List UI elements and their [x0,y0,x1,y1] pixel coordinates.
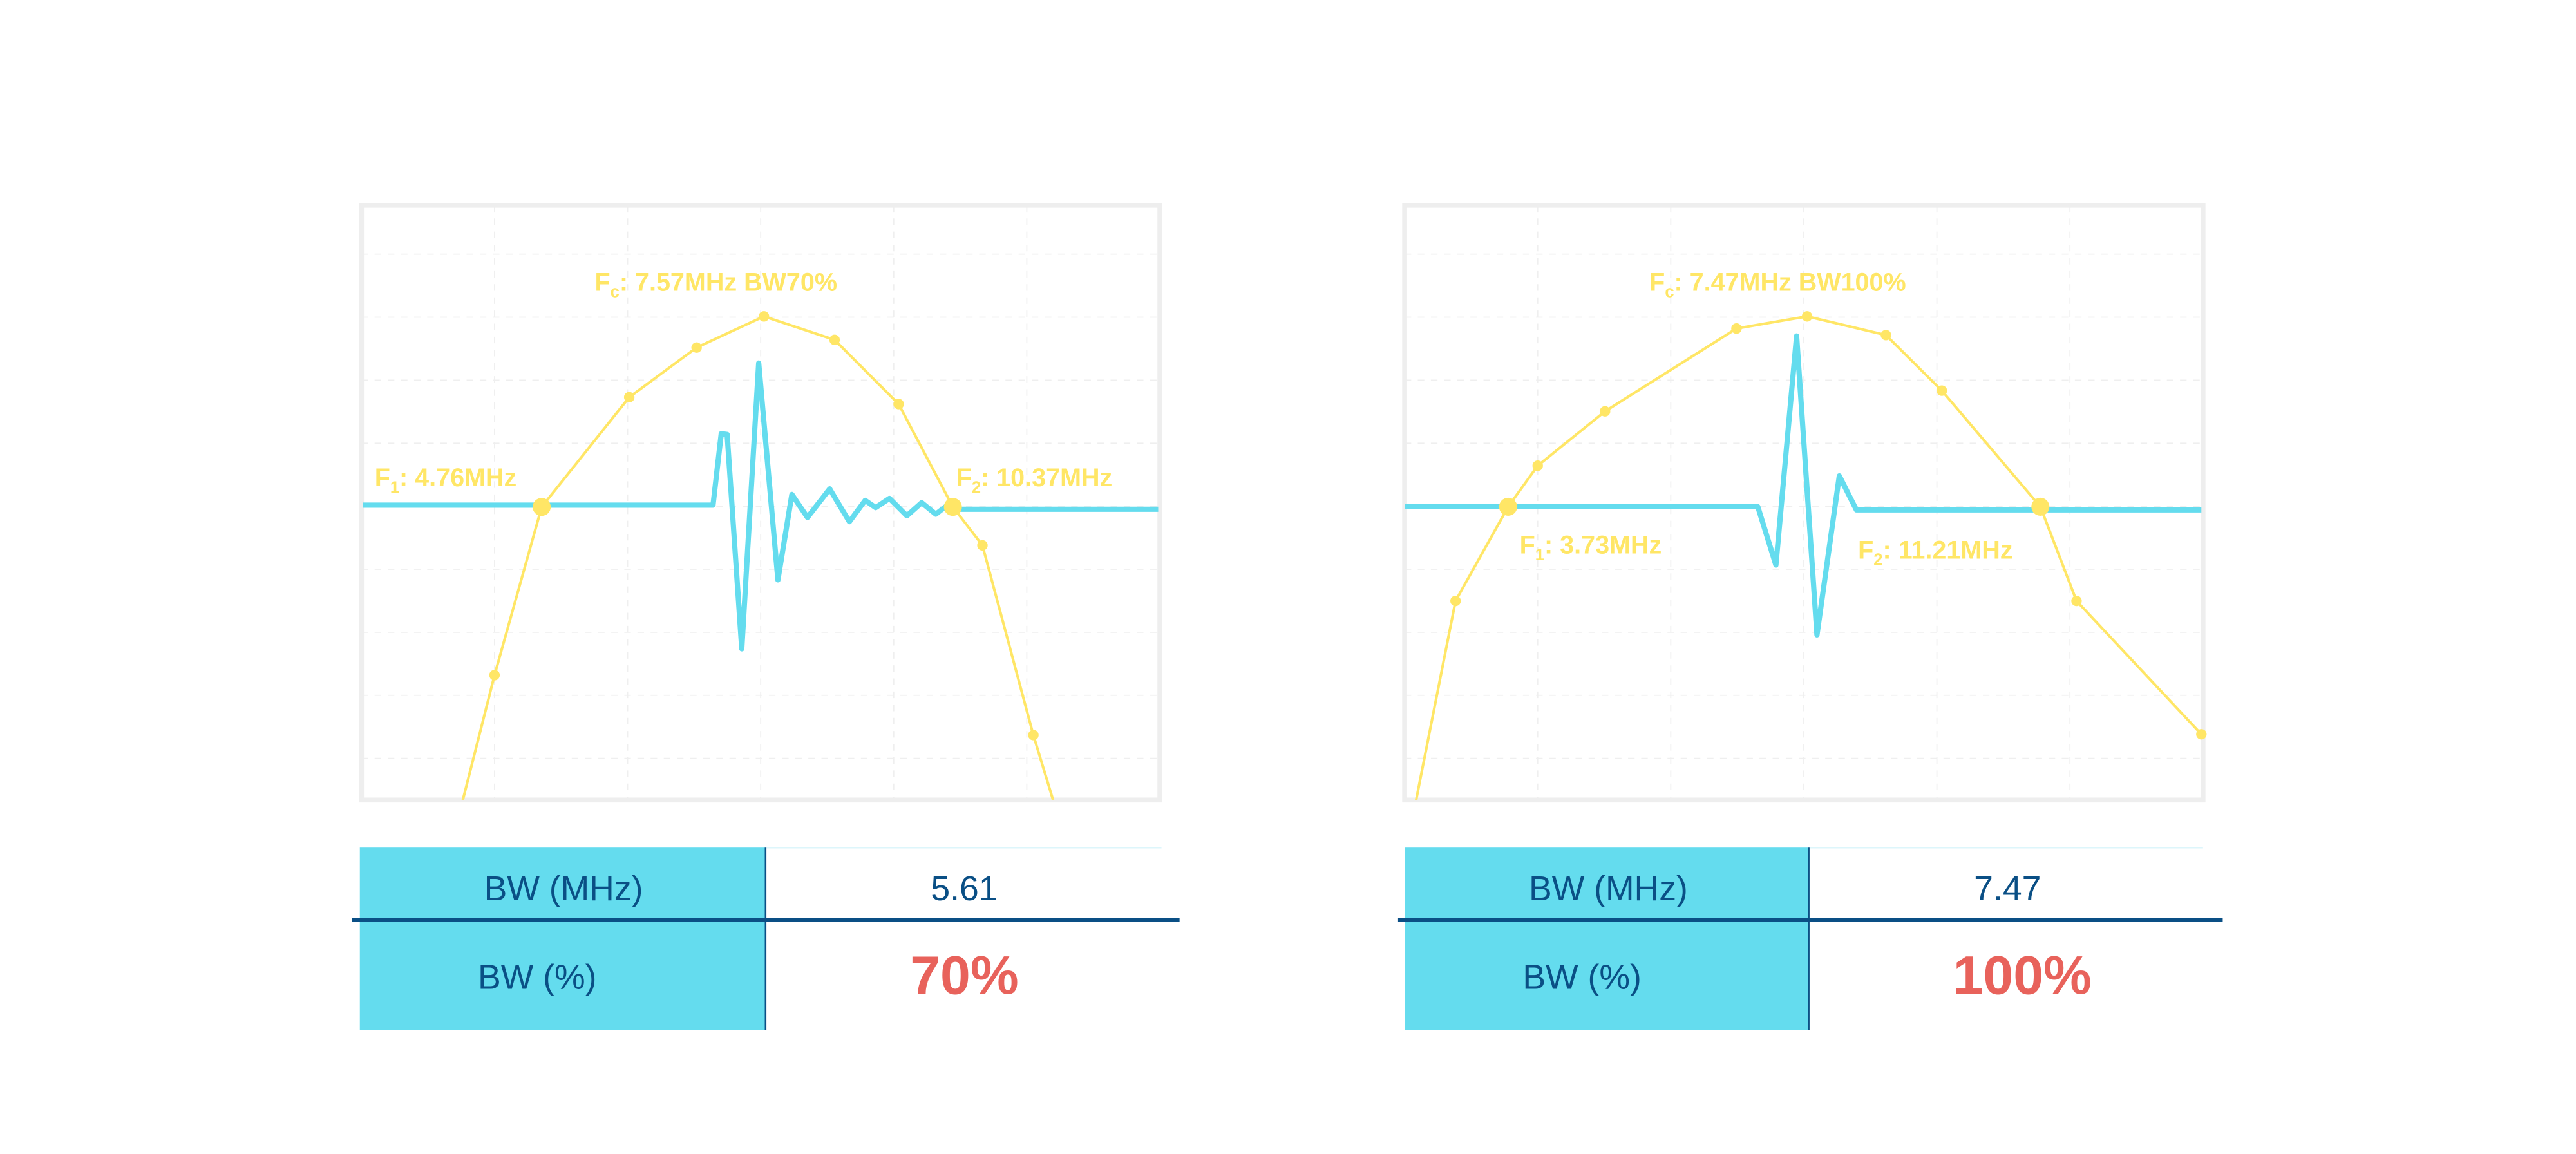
response-point [1028,730,1039,741]
response-point [1880,330,1891,341]
chart-frame [1402,203,2206,803]
bw-mhz-label: BW (MHz) [484,870,643,908]
response-point [1801,311,1813,322]
bw-percent-label: BW (%) [1522,959,1641,997]
bw-mhz-value: 7.47 [1974,870,2041,908]
response-point [2196,729,2207,740]
cutoff-point [533,498,551,516]
bw-percent-label: BW (%) [478,959,596,997]
response-point [2071,595,2082,607]
response-point [691,342,702,353]
pulse-waveform-line [363,360,1159,652]
response-point [1600,406,1611,417]
bw-percent-value: 100% [1953,945,2092,1005]
fc-label: Fc: 7.57MHz BW70% [595,269,838,301]
bandwidth-table: BW (MHz) 7.47 BW (%) 100% [1397,846,2223,1030]
header-cell-background [359,847,766,1030]
chart-panel-right: Fc: 7.47MHz BW100% F1: 3.73MHz F2: 11.21… [1397,203,2223,1030]
cutoff-point [1499,497,1517,516]
response-point [1937,385,1947,396]
response-point [1532,460,1543,471]
response-point [893,399,904,410]
cutoff-point [2031,497,2050,516]
bandwidth-table: BW (MHz) 5.61 BW (%) 70% [351,846,1180,1030]
f2-label: F2: 11.21MHz [1858,536,2012,569]
bw-mhz-value: 5.61 [931,870,998,908]
fc-label: Fc: 7.47MHz BW100% [1649,269,1906,301]
f1-label: F1: 3.73MHz [1520,531,1662,564]
f1-label: F1: 4.76MHz [375,464,517,497]
response-point [759,311,770,322]
chart-frame [359,203,1162,803]
cutoff-point [943,498,962,516]
f2-label: F2: 10.37MHz [956,464,1113,497]
response-point [623,392,635,402]
frequency-response-line [461,315,1055,800]
response-point [829,334,840,345]
response-point [977,540,988,551]
chart-panel-left: Fc: 7.57MHz BW70% F1: 4.76MHz F2: 10.37M… [351,203,1180,1030]
bw-percent-value: 70% [910,945,1018,1005]
pulse-waveform-line [1405,333,2202,638]
response-point [1450,595,1461,607]
response-point [489,670,500,681]
response-point [1731,323,1742,334]
frequency-response-line [1414,315,2202,800]
bw-mhz-label: BW (MHz) [1529,870,1688,908]
header-cell-background [1405,847,1809,1030]
